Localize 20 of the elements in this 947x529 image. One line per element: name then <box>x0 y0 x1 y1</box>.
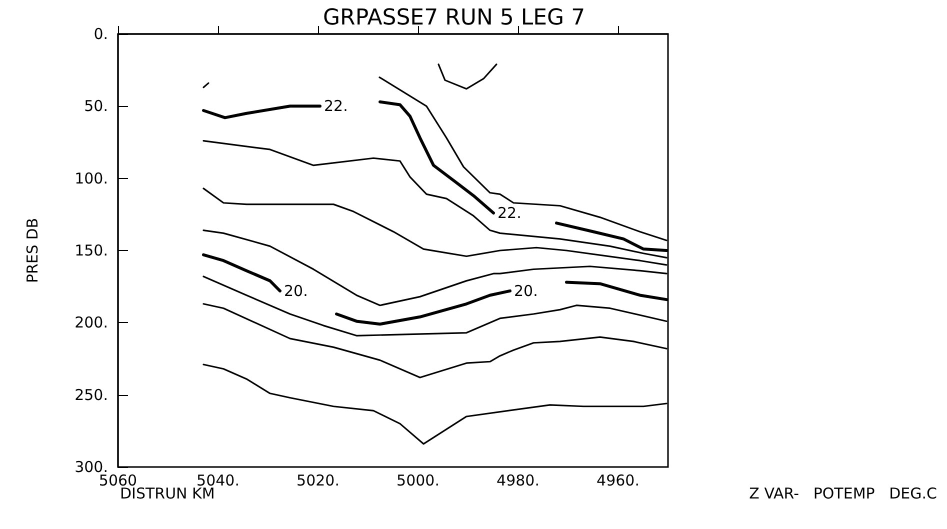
x-tick-label: 5020. <box>296 472 340 490</box>
y-tick-label: 50. <box>84 97 108 116</box>
series-label: 20. <box>284 282 308 300</box>
x-tick-label: 5000. <box>396 472 440 490</box>
x-tick-label: 4960. <box>596 472 640 490</box>
y-tick-label: 300. <box>74 458 108 476</box>
chart-title: GRPASSE7 RUN 5 LEG 7 <box>323 6 586 30</box>
line-series <box>438 64 498 90</box>
y-axis-title: PRES DB <box>24 218 42 284</box>
x-axis-title: DISTRUN KM <box>120 484 215 502</box>
x-tick-label: 4980. <box>496 472 540 490</box>
y-tick-label: 100. <box>74 169 108 188</box>
y-tick-label: 150. <box>74 242 108 260</box>
series-label: 22. <box>324 97 348 116</box>
text: 20. <box>514 282 538 300</box>
text: 22. <box>498 204 522 222</box>
y-tick-label: 250. <box>74 386 108 404</box>
y-tick-label: 0. <box>94 25 108 43</box>
text: Z VAR- POTEMP DEG.C <box>749 484 938 502</box>
y-tick-label: 200. <box>74 314 108 332</box>
